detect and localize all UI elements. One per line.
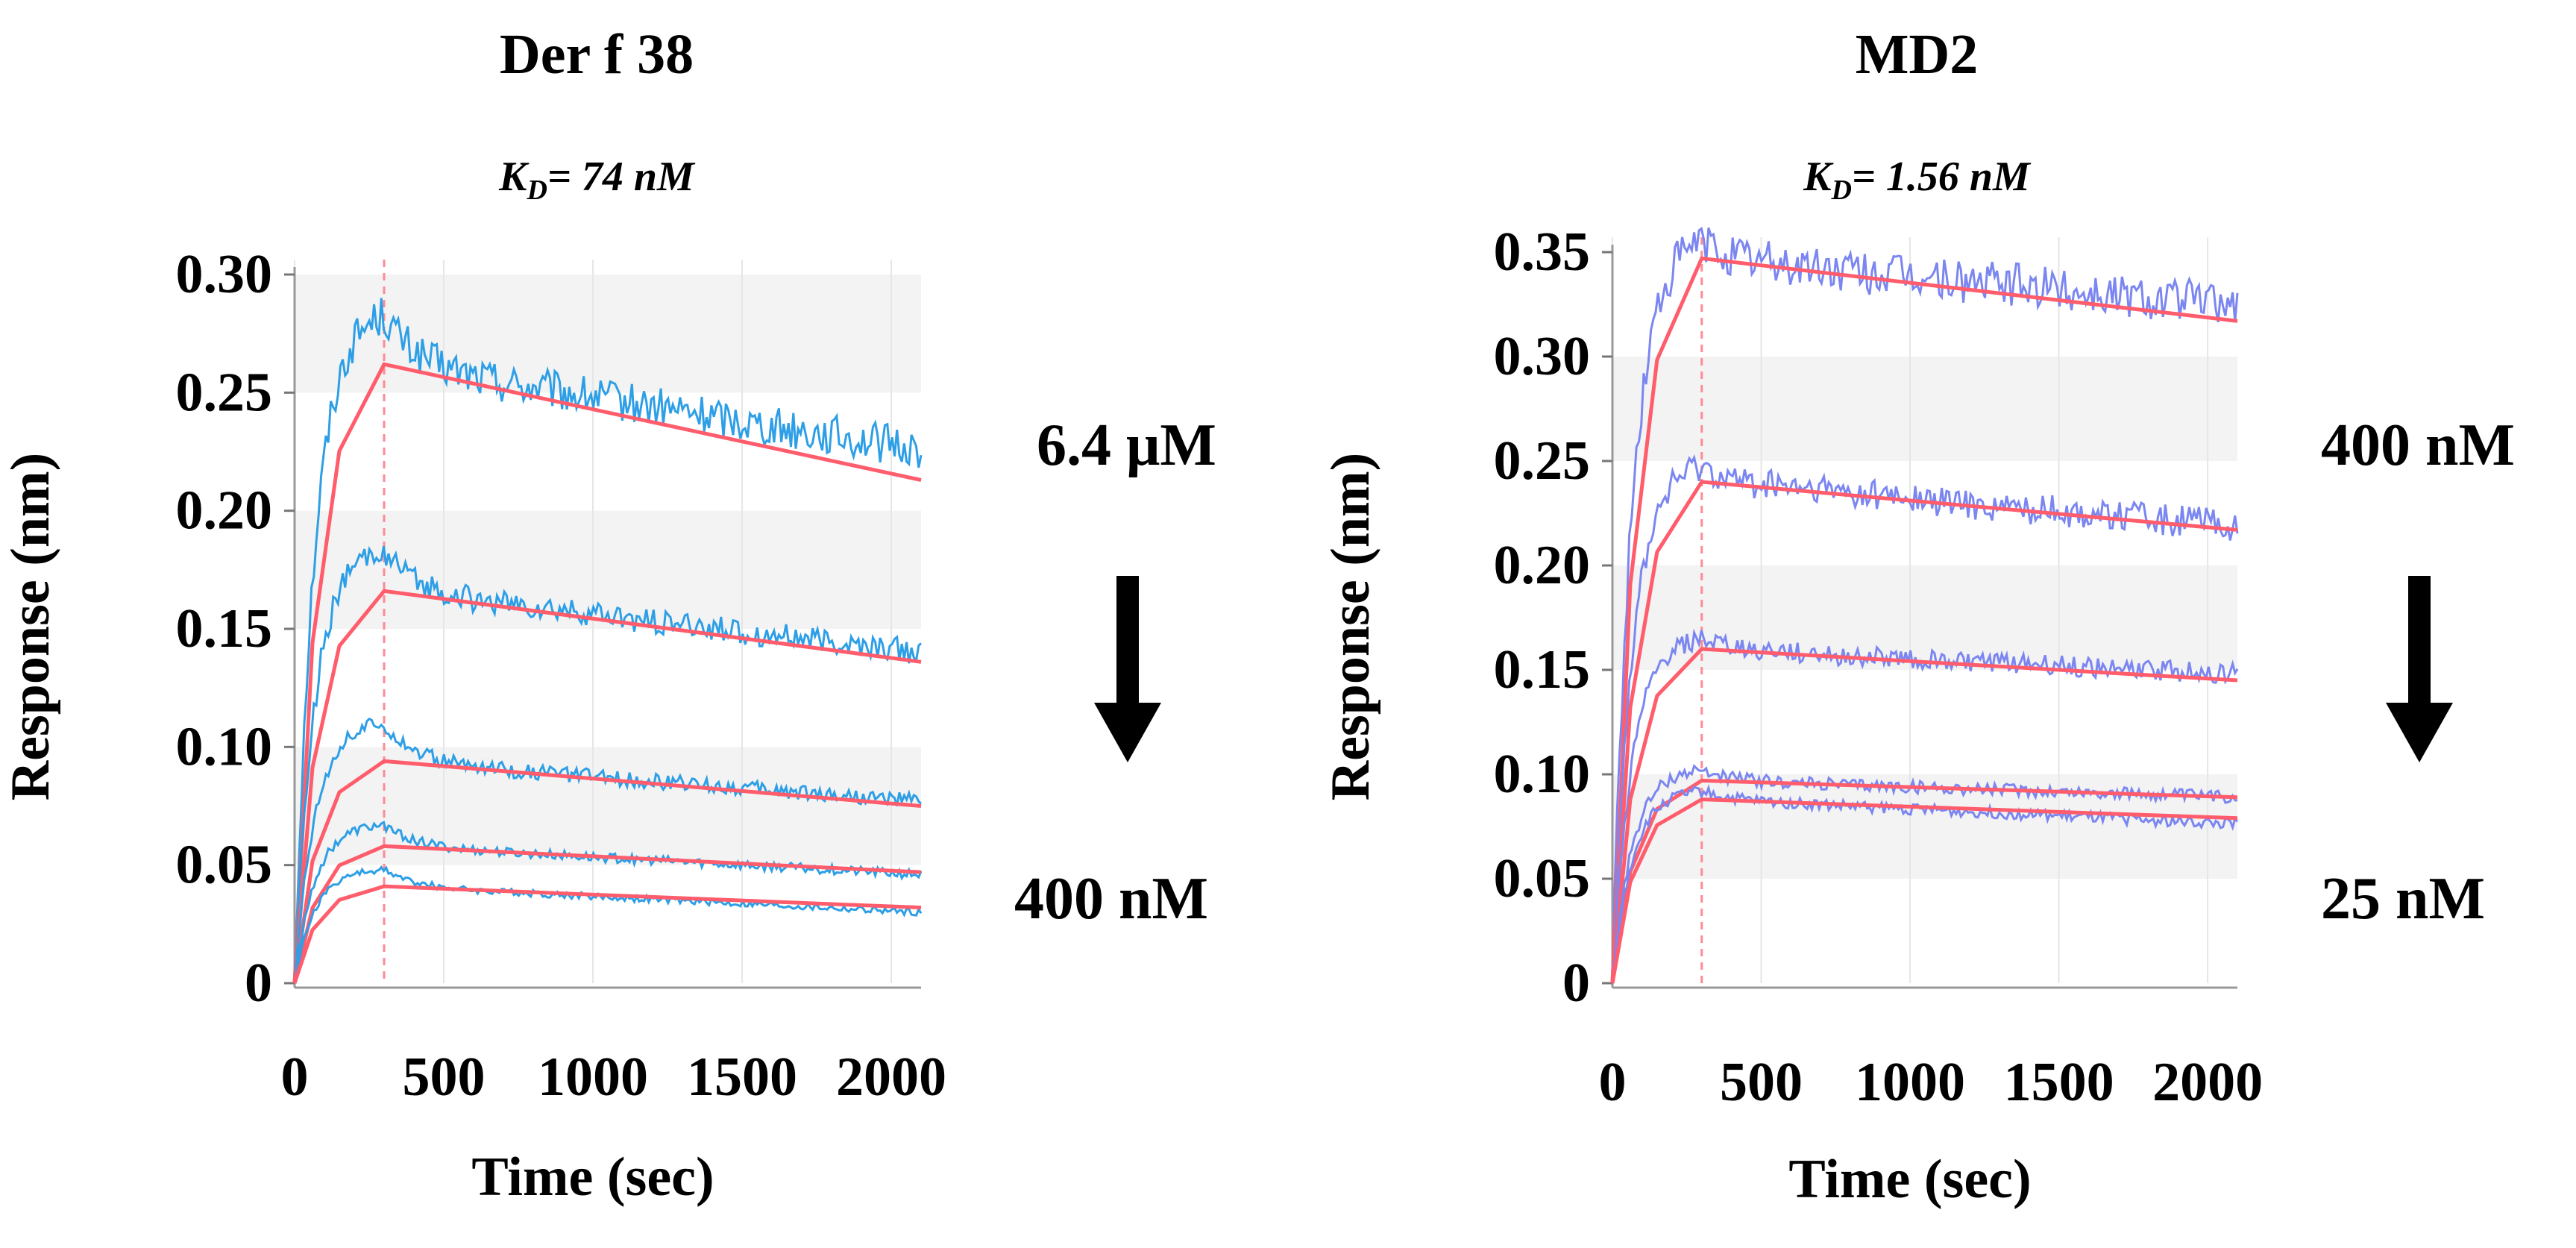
kd-value: = 1.56 nM	[1851, 154, 2030, 200]
fit-curve	[292, 759, 922, 984]
fit-curve	[292, 362, 922, 984]
x-tick-label: 500	[403, 1047, 486, 1108]
measured-trace	[1611, 227, 2239, 984]
x-tick-label: 1000	[538, 1047, 648, 1108]
panel1-title: Der f 38	[499, 23, 694, 86]
x-tick-label: 1000	[1855, 1052, 1965, 1113]
y-tick-label: 0.25	[176, 362, 273, 423]
y-tick-label: 0.15	[176, 598, 273, 659]
panel2-title: MD2	[1855, 23, 1979, 86]
y-tick-label: 0	[245, 953, 272, 1014]
x-tick-label: 0	[281, 1047, 309, 1108]
x-tick-label: 1500	[687, 1047, 797, 1108]
fit-curve	[292, 844, 922, 984]
y-tick-label: 0.15	[1494, 639, 1591, 700]
fit-curve	[1610, 480, 2238, 984]
panel2-kd-label: KD= 1.56 nM	[1693, 153, 2140, 207]
y-axis-label: Response (nm)	[0, 453, 61, 801]
measured-trace	[293, 545, 923, 984]
fit-curve	[1610, 647, 2238, 984]
panel1-kd-label: KD= 74 nM	[373, 153, 820, 207]
kd-value: = 74 nM	[547, 154, 694, 200]
kd-subscript: D	[527, 175, 547, 207]
y-tick-label: 0	[1562, 953, 1590, 1014]
panel1-conc-low: 400 nM	[1014, 866, 1208, 932]
y-tick-label: 0.30	[176, 244, 273, 305]
plot-band	[1612, 357, 2237, 461]
chart-1: 0 0.05 0.10 0.15 0.20 0.25 0.30 0 500 1000 1500 200…	[0, 244, 946, 1208]
y-tick-label: 0.10	[176, 716, 273, 777]
fit-curve	[292, 884, 922, 984]
plot-band	[295, 275, 921, 393]
panel2-down-arrow-icon	[2386, 576, 2453, 762]
y-tick-label: 0.10	[1494, 744, 1591, 805]
plot-band	[1612, 565, 2237, 670]
panel1-conc-high: 6.4 μM	[1037, 413, 1216, 478]
x-tick-label: 2000	[836, 1047, 946, 1108]
measured-trace	[1611, 454, 2239, 984]
y-tick-label: 0.30	[1494, 326, 1591, 387]
kd-symbol: K	[1803, 154, 1832, 200]
x-tick-label: 2000	[2152, 1052, 2263, 1113]
fit-curve	[292, 589, 922, 984]
y-tick-label: 0.20	[1494, 535, 1591, 596]
x-tick-label: 1500	[2004, 1052, 2114, 1113]
panel2-conc-high: 400 nM	[2321, 413, 2515, 478]
measured-trace	[293, 865, 923, 984]
y-tick-label: 0.05	[176, 835, 273, 896]
kd-symbol: K	[499, 154, 527, 200]
y-tick-label: 0.20	[176, 480, 273, 542]
x-axis-label: Time (sec)	[471, 1147, 714, 1208]
panel1-down-arrow-icon	[1094, 576, 1161, 762]
chart-2: 0 0.05 0.10 0.15 0.20 0.25 0.30 0.35 0 500 1000 150…	[1320, 222, 2263, 1210]
x-tick-label: 500	[1720, 1052, 1803, 1113]
panel2-conc-low: 25 nM	[2321, 866, 2485, 932]
kd-subscript: D	[1831, 175, 1852, 207]
y-tick-label: 0.35	[1494, 222, 1591, 283]
x-tick-label: 0	[1599, 1052, 1627, 1113]
x-axis-label: Time (sec)	[1788, 1149, 2031, 1210]
fit-curve	[1610, 797, 2238, 984]
y-tick-label: 0.05	[1494, 848, 1591, 909]
y-tick-label: 0.25	[1494, 430, 1591, 492]
y-axis-label: Response (nm)	[1320, 453, 1381, 801]
fit-curve	[1610, 256, 2238, 984]
measured-trace	[293, 717, 923, 979]
measured-trace	[293, 298, 923, 984]
